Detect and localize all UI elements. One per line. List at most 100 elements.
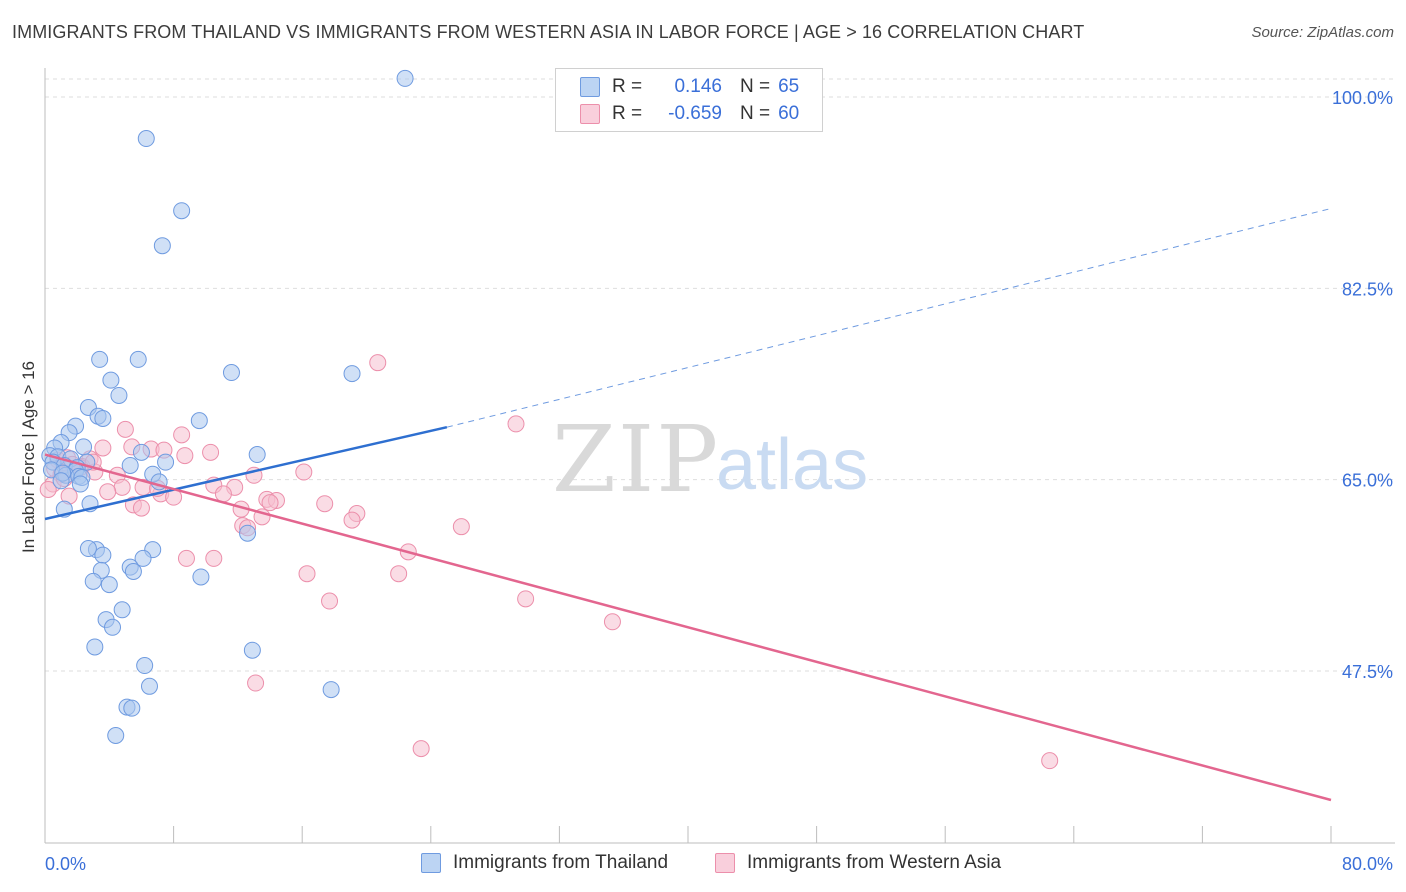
data-point-thailand — [75, 438, 93, 456]
data-point-thailand — [71, 475, 89, 493]
bottom-legend-label-western-asia: Immigrants from Western Asia — [747, 852, 1002, 873]
data-point-thailand — [129, 350, 147, 368]
legend-r-value-western-asia: -0.659 — [668, 103, 722, 124]
data-point-thailand — [121, 456, 139, 474]
data-point-western-asia — [205, 549, 223, 567]
data-point-western-asia — [298, 565, 316, 583]
data-point-thailand — [222, 364, 240, 382]
data-point-thailand — [173, 202, 191, 220]
data-point-thailand — [239, 524, 257, 542]
data-point-western-asia — [343, 511, 361, 529]
data-point-western-asia — [94, 439, 112, 457]
legend-swatch-thailand — [580, 77, 600, 97]
data-point-western-asia — [177, 549, 195, 567]
data-point-western-asia — [113, 478, 131, 496]
legend-r-label: R = — [612, 76, 643, 97]
watermark-atlas: atlas — [716, 425, 868, 505]
trend-line-western-asia — [44, 453, 1332, 802]
legend-n-label: N = — [740, 76, 771, 97]
data-point-thailand — [123, 699, 141, 717]
source-label: Source: ZipAtlas.com — [1251, 24, 1394, 41]
watermark-zip: ZIP — [552, 406, 720, 513]
data-point-thailand — [113, 601, 131, 619]
data-point-thailand — [102, 371, 120, 389]
watermark: ZIP atlas — [552, 406, 868, 513]
data-point-western-asia — [295, 463, 313, 481]
data-point-western-asia — [202, 443, 220, 461]
y-axis-label: In Labor Force | Age > 16 — [19, 361, 38, 553]
data-point-thailand — [86, 638, 104, 656]
y-tick-label: 65.0% — [1342, 471, 1393, 491]
data-point-thailand — [132, 443, 150, 461]
data-point-thailand — [94, 409, 112, 427]
data-point-thailand — [157, 453, 175, 471]
y-tick-label: 47.5% — [1342, 662, 1393, 682]
axes — [44, 68, 1395, 844]
data-point-western-asia — [132, 499, 150, 517]
data-point-western-asia — [316, 495, 334, 513]
data-point-thailand — [396, 69, 414, 87]
data-point-western-asia — [369, 354, 387, 372]
data-point-western-asia — [173, 426, 191, 444]
x-tick-label: 0.0% — [45, 854, 86, 874]
data-point-thailand — [104, 618, 122, 636]
data-point-thailand — [124, 563, 142, 581]
data-point-thailand — [190, 412, 208, 430]
data-point-western-asia — [321, 592, 339, 610]
legend-r-value-thailand: 0.146 — [674, 76, 722, 97]
data-point-western-asia — [507, 415, 525, 433]
data-point-western-asia — [517, 590, 535, 608]
tick-labels: 47.5% 65.0% 82.5% 100.0% 0.0% 80.0% — [45, 88, 1393, 874]
bottom-legend-western-asia: Immigrants from Western Asia — [715, 852, 1001, 874]
legend-r-label: R = — [612, 103, 643, 124]
data-point-thailand — [343, 365, 361, 383]
data-point-thailand — [140, 677, 158, 695]
bottom-legend-label-thailand: Immigrants from Thailand — [453, 852, 669, 873]
bottom-legend-swatch-western-asia — [715, 853, 735, 873]
correlation-legend: R = 0.146 N = 65 R = -0.659 N = 60 — [555, 68, 823, 132]
legend-n-value-western-asia: 60 — [778, 103, 800, 124]
data-point-thailand — [94, 546, 112, 564]
data-point-thailand — [134, 549, 152, 567]
legend-row-western-asia: R = -0.659 N = 60 — [580, 102, 799, 126]
data-point-thailand — [153, 237, 171, 255]
data-point-thailand — [192, 568, 210, 586]
series-thailand-points — [41, 69, 414, 745]
data-point-thailand — [322, 681, 340, 699]
data-point-western-asia — [390, 565, 408, 583]
data-point-western-asia — [412, 740, 430, 758]
legend-n-label: N = — [740, 103, 771, 124]
data-point-thailand — [136, 657, 154, 675]
legend-row-thailand: R = 0.146 N = 65 — [580, 75, 799, 99]
data-point-thailand — [100, 576, 118, 594]
chart-title: IMMIGRANTS FROM THAILAND VS IMMIGRANTS F… — [12, 22, 1085, 42]
data-point-thailand — [248, 446, 266, 464]
data-point-thailand — [243, 641, 261, 659]
data-point-western-asia — [176, 447, 194, 465]
data-point-thailand — [52, 472, 70, 490]
data-point-western-asia — [39, 481, 57, 499]
data-point-western-asia — [603, 613, 621, 631]
legend-swatch-western-asia — [580, 104, 600, 124]
data-point-western-asia — [261, 494, 279, 512]
data-point-thailand — [110, 386, 128, 404]
trend-line-thailand-extension — [446, 208, 1332, 428]
y-tick-label: 82.5% — [1342, 279, 1393, 299]
data-point-western-asia — [452, 518, 470, 536]
data-point-thailand — [84, 572, 102, 590]
data-point-western-asia — [116, 420, 134, 438]
trend-lines — [44, 208, 1332, 802]
data-point-western-asia — [247, 674, 265, 692]
bottom-legend-swatch-thailand — [421, 853, 441, 873]
data-point-thailand — [79, 540, 97, 558]
data-point-western-asia — [1041, 752, 1059, 770]
data-point-western-asia — [99, 483, 117, 501]
data-point-thailand — [137, 130, 155, 148]
data-point-thailand — [91, 350, 109, 368]
bottom-legend-thailand: Immigrants from Thailand — [421, 852, 668, 874]
data-point-western-asia — [214, 485, 232, 503]
trend-line-thailand — [44, 425, 448, 521]
grid-lines — [45, 78, 1395, 672]
data-point-thailand — [107, 727, 125, 745]
